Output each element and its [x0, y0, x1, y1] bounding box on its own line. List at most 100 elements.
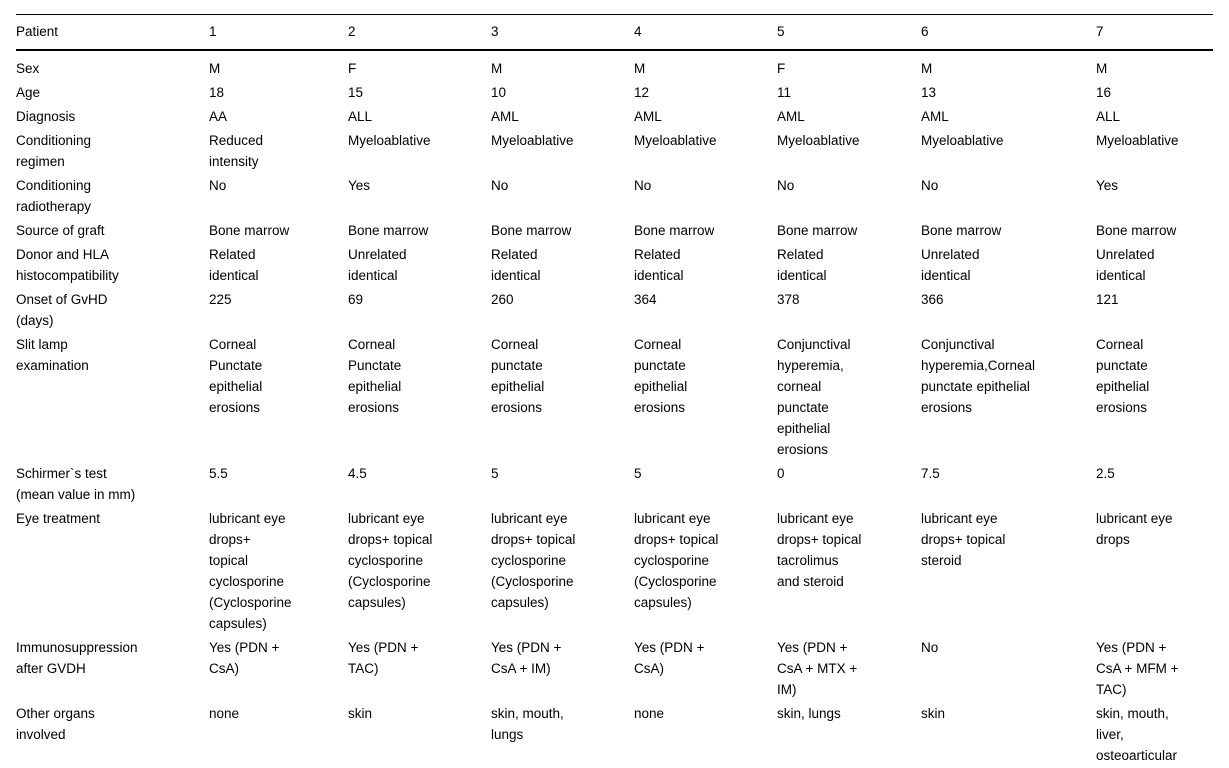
value-cell: F	[777, 61, 786, 76]
value-cell: skin, mouth, lungs	[491, 706, 564, 742]
value-cell: Myeloablative	[1096, 133, 1179, 148]
value-cell: Related identical	[491, 247, 541, 283]
value-cell: 5	[491, 466, 499, 481]
value-cell: Myeloablative	[491, 133, 574, 148]
value-cell: F	[348, 61, 357, 76]
value-cell: 260	[491, 292, 514, 307]
value-cell: 7.5	[921, 466, 940, 481]
value-cell: Conjunctival hyperemia,Corneal punctate …	[921, 337, 1036, 415]
table-body: Sex M F M M F M M Age 18 15 10 12 11 13 16 Diagnosis AA AL…	[16, 50, 1213, 768]
value-cell: lubricant eye drops+ topical cyclosporin…	[634, 511, 719, 610]
value-cell: 364	[634, 292, 657, 307]
value-cell: skin, lungs	[777, 706, 841, 721]
value-cell: Yes (PDN + CsA + MTX + IM)	[777, 640, 858, 697]
value-cell: 378	[777, 292, 800, 307]
value-cell: Bone marrow	[1096, 223, 1177, 238]
value-cell: Related identical	[209, 247, 259, 283]
row-label-cell: Source of graft	[16, 223, 105, 238]
value-cell: AML	[491, 109, 519, 124]
value-cell: 13	[921, 85, 937, 100]
table-row: Other organs involved none skin skin, mouth…	[16, 702, 1213, 768]
value-cell: Yes	[1096, 178, 1119, 193]
value-cell: 5.5	[209, 466, 228, 481]
value-cell: Bone marrow	[921, 223, 1002, 238]
value-cell: Corneal Punctate epithelial erosions	[348, 337, 402, 415]
table-row: Donor and HLA histocompatibility Related …	[16, 243, 1213, 288]
table-row: Source of graft Bone marrow Bone marrow Bon…	[16, 219, 1213, 243]
value-cell: Bone marrow	[491, 223, 572, 238]
value-cell: ALL	[1096, 109, 1121, 124]
header-cell-patient-1: 1	[209, 14, 348, 51]
value-cell: 18	[209, 85, 225, 100]
value-cell: Yes (PDN + CsA + MFM + TAC)	[1096, 640, 1179, 697]
value-cell: 11	[777, 85, 792, 100]
value-cell: Myeloablative	[634, 133, 717, 148]
table-row: Diagnosis AA ALL AML AML AML AML ALL	[16, 105, 1213, 129]
value-cell: Bone marrow	[209, 223, 290, 238]
header-cell-patient: Patient	[16, 14, 209, 51]
value-cell: AML	[921, 109, 949, 124]
value-cell: Corneal punctate epithelial erosions	[491, 337, 545, 415]
header-cell-patient-4: 4	[634, 14, 777, 51]
value-cell: none	[634, 706, 665, 721]
value-cell: M	[921, 61, 933, 76]
value-cell: Conjunctival hyperemia, corneal punctate…	[777, 337, 851, 457]
value-cell: ALL	[348, 109, 373, 124]
value-cell: lubricant eye drops+ topical cyclosporin…	[491, 511, 576, 610]
value-cell: none	[209, 706, 240, 721]
value-cell: Unrelated identical	[1096, 247, 1155, 283]
value-cell: lubricant eye drops	[1096, 511, 1173, 547]
value-cell: skin	[921, 706, 946, 721]
value-cell: Corneal punctate epithelial erosions	[1096, 337, 1150, 415]
value-cell: M	[1096, 61, 1108, 76]
row-label-cell: Sex	[16, 61, 40, 76]
value-cell: lubricant eye drops+ topical cyclosporin…	[348, 511, 433, 610]
value-cell: Corneal Punctate epithelial erosions	[209, 337, 263, 415]
value-cell: skin, mouth, liver, osteoarticular	[1096, 706, 1178, 763]
value-cell: AML	[777, 109, 805, 124]
header-cell-patient-2: 2	[348, 14, 491, 51]
header-cell-patient-3: 3	[491, 14, 634, 51]
row-label-cell: Schirmer`s test (mean value in mm)	[16, 466, 136, 502]
value-cell: M	[491, 61, 503, 76]
table-row: Slit lamp examination Corneal Punctate ep…	[16, 333, 1213, 462]
value-cell: lubricant eye drops+ topical cyclosporin…	[209, 511, 292, 631]
value-cell: Yes	[348, 178, 371, 193]
value-cell: No	[921, 178, 939, 193]
value-cell: 366	[921, 292, 944, 307]
value-cell: Bone marrow	[777, 223, 858, 238]
value-cell: Corneal punctate epithelial erosions	[634, 337, 688, 415]
value-cell: 15	[348, 85, 364, 100]
value-cell: 4.5	[348, 466, 367, 481]
table-row: Conditioning radiotherapy No Yes No No No No Ye…	[16, 174, 1213, 219]
value-cell: Yes (PDN + TAC)	[348, 640, 419, 676]
value-cell: No	[634, 178, 652, 193]
value-cell: No	[921, 640, 939, 655]
table-row: Eye treatment lubricant eye drops+ topica…	[16, 507, 1213, 636]
row-label-cell: Donor and HLA histocompatibility	[16, 247, 119, 283]
value-cell: Bone marrow	[348, 223, 429, 238]
value-cell: 12	[634, 85, 650, 100]
value-cell: lubricant eye drops+ topical steroid	[921, 511, 1006, 568]
table-row: Age 18 15 10 12 11 13 16	[16, 81, 1213, 105]
row-label-cell: Slit lamp examination	[16, 337, 89, 373]
value-cell: lubricant eye drops+ topical tacrolimus …	[777, 511, 862, 589]
value-cell: Bone marrow	[634, 223, 715, 238]
value-cell: 121	[1096, 292, 1119, 307]
row-label-cell: Diagnosis	[16, 109, 76, 124]
table-row: Schirmer`s test (mean value in mm) 5.5 4.5…	[16, 462, 1213, 507]
row-label-cell: Immunosuppression after GVDH	[16, 640, 138, 676]
value-cell: Unrelated identical	[921, 247, 980, 283]
table-row: Conditioning regimen Reduced intensity Mye…	[16, 129, 1213, 174]
value-cell: Myeloablative	[777, 133, 860, 148]
row-label-cell: Conditioning radiotherapy	[16, 178, 92, 214]
value-cell: Myeloablative	[921, 133, 1004, 148]
value-cell: M	[209, 61, 221, 76]
value-cell: No	[491, 178, 509, 193]
table-row: Onset of GvHD (days) 225 69 260 364 378 366 121	[16, 288, 1213, 333]
value-cell: Yes (PDN + CsA)	[634, 640, 705, 676]
value-cell: Yes (PDN + CsA + IM)	[491, 640, 562, 676]
